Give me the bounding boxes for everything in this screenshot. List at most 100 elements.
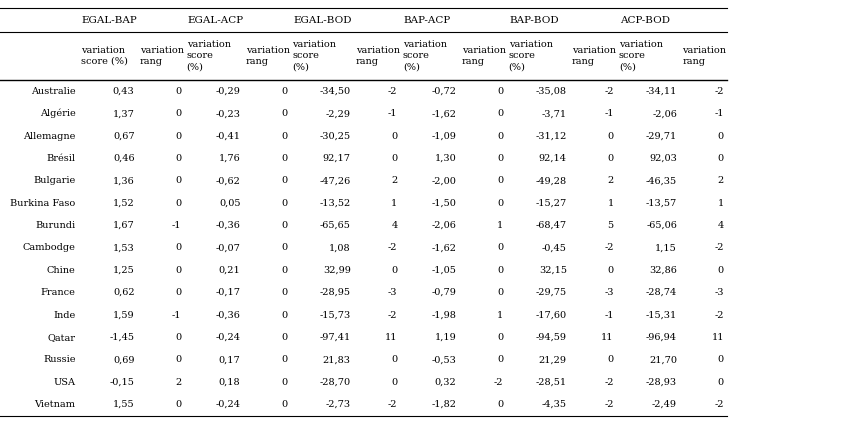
Text: 0: 0 (497, 355, 503, 364)
Text: -34,11: -34,11 (646, 87, 677, 96)
Text: 92,03: 92,03 (649, 154, 677, 163)
Text: -2,49: -2,49 (652, 400, 677, 409)
Text: 0: 0 (497, 154, 503, 163)
Text: ACP-BOD: ACP-BOD (620, 16, 670, 24)
Text: 5: 5 (608, 221, 614, 230)
Text: 0: 0 (497, 199, 503, 208)
Text: 0: 0 (497, 266, 503, 275)
Text: -2: -2 (604, 378, 614, 387)
Text: -1: -1 (172, 221, 181, 230)
Text: -68,47: -68,47 (536, 221, 567, 230)
Text: -0,41: -0,41 (215, 132, 240, 141)
Text: variation
rang: variation rang (140, 46, 184, 66)
Text: 1,55: 1,55 (113, 400, 135, 409)
Text: -2: -2 (388, 400, 398, 409)
Text: 0,43: 0,43 (113, 87, 135, 96)
Text: 2: 2 (608, 176, 614, 185)
Text: 0: 0 (175, 132, 181, 141)
Text: 4: 4 (391, 221, 398, 230)
Text: -0,72: -0,72 (431, 87, 457, 96)
Text: 0: 0 (608, 154, 614, 163)
Text: 32,86: 32,86 (649, 266, 677, 275)
Text: 0: 0 (281, 243, 287, 252)
Text: variation
rang: variation rang (462, 46, 506, 66)
Text: -29,75: -29,75 (536, 288, 567, 297)
Text: -15,73: -15,73 (319, 311, 351, 319)
Text: -4,35: -4,35 (542, 400, 567, 409)
Text: -0,24: -0,24 (215, 400, 240, 409)
Text: 0: 0 (608, 355, 614, 364)
Text: -1: -1 (604, 109, 614, 118)
Text: -2,06: -2,06 (431, 221, 457, 230)
Text: -2: -2 (494, 378, 503, 387)
Text: -28,95: -28,95 (319, 288, 351, 297)
Text: 92,14: 92,14 (539, 154, 567, 163)
Text: France: France (41, 288, 76, 297)
Text: -94,59: -94,59 (536, 333, 567, 342)
Text: EGAL-ACP: EGAL-ACP (187, 16, 244, 24)
Text: -13,52: -13,52 (319, 199, 351, 208)
Text: variation
score
(%): variation score (%) (187, 41, 231, 71)
Text: 0: 0 (281, 221, 287, 230)
Text: -1,09: -1,09 (431, 132, 457, 141)
Text: variation
score
(%): variation score (%) (403, 41, 447, 71)
Text: 0: 0 (175, 199, 181, 208)
Text: 0: 0 (608, 266, 614, 275)
Text: 0: 0 (281, 378, 287, 387)
Text: -15,27: -15,27 (536, 199, 567, 208)
Text: -2,00: -2,00 (431, 176, 457, 185)
Text: Vietnam: Vietnam (35, 400, 76, 409)
Text: 11: 11 (712, 333, 724, 342)
Text: -1,62: -1,62 (431, 243, 457, 252)
Text: Burundi: Burundi (36, 221, 76, 230)
Text: -1: -1 (604, 311, 614, 319)
Text: -1,50: -1,50 (431, 199, 457, 208)
Text: 1,52: 1,52 (113, 199, 135, 208)
Text: 0: 0 (497, 132, 503, 141)
Text: 1,37: 1,37 (113, 109, 135, 118)
Text: 1,25: 1,25 (113, 266, 135, 275)
Text: -46,35: -46,35 (646, 176, 677, 185)
Text: 0: 0 (175, 288, 181, 297)
Text: 0: 0 (281, 109, 287, 118)
Text: -1: -1 (388, 109, 398, 118)
Text: -1,82: -1,82 (431, 400, 457, 409)
Text: 0: 0 (175, 355, 181, 364)
Text: -0,36: -0,36 (215, 221, 240, 230)
Text: 0: 0 (281, 311, 287, 319)
Text: -28,74: -28,74 (646, 288, 677, 297)
Text: 11: 11 (385, 333, 398, 342)
Text: 0: 0 (391, 266, 398, 275)
Text: -0,53: -0,53 (431, 355, 457, 364)
Text: -47,26: -47,26 (319, 176, 351, 185)
Text: 0: 0 (175, 400, 181, 409)
Text: 0: 0 (281, 176, 287, 185)
Text: 92,17: 92,17 (323, 154, 351, 163)
Text: -1,98: -1,98 (431, 311, 457, 319)
Text: variation
score (%): variation score (%) (81, 46, 128, 66)
Text: variation
score
(%): variation score (%) (293, 41, 337, 71)
Text: 4: 4 (718, 221, 724, 230)
Text: -31,12: -31,12 (536, 132, 567, 141)
Text: -30,25: -30,25 (319, 132, 351, 141)
Text: 0: 0 (391, 132, 398, 141)
Text: EGAL-BOD: EGAL-BOD (293, 16, 352, 24)
Text: 32,15: 32,15 (539, 266, 567, 275)
Text: -96,94: -96,94 (646, 333, 677, 342)
Text: 21,29: 21,29 (539, 355, 567, 364)
Text: BAP-BOD: BAP-BOD (510, 16, 559, 24)
Text: variation
score
(%): variation score (%) (619, 41, 663, 71)
Text: -2: -2 (604, 87, 614, 96)
Text: 0: 0 (175, 109, 181, 118)
Text: 0: 0 (281, 154, 287, 163)
Text: 0,21: 0,21 (219, 266, 240, 275)
Text: 0,17: 0,17 (219, 355, 240, 364)
Text: 1,15: 1,15 (655, 243, 677, 252)
Text: -2: -2 (714, 311, 724, 319)
Text: 21,83: 21,83 (323, 355, 351, 364)
Text: -2: -2 (714, 400, 724, 409)
Text: 1: 1 (497, 221, 503, 230)
Text: Allemagne: Allemagne (23, 132, 76, 141)
Text: 0: 0 (497, 288, 503, 297)
Text: 1,36: 1,36 (113, 176, 135, 185)
